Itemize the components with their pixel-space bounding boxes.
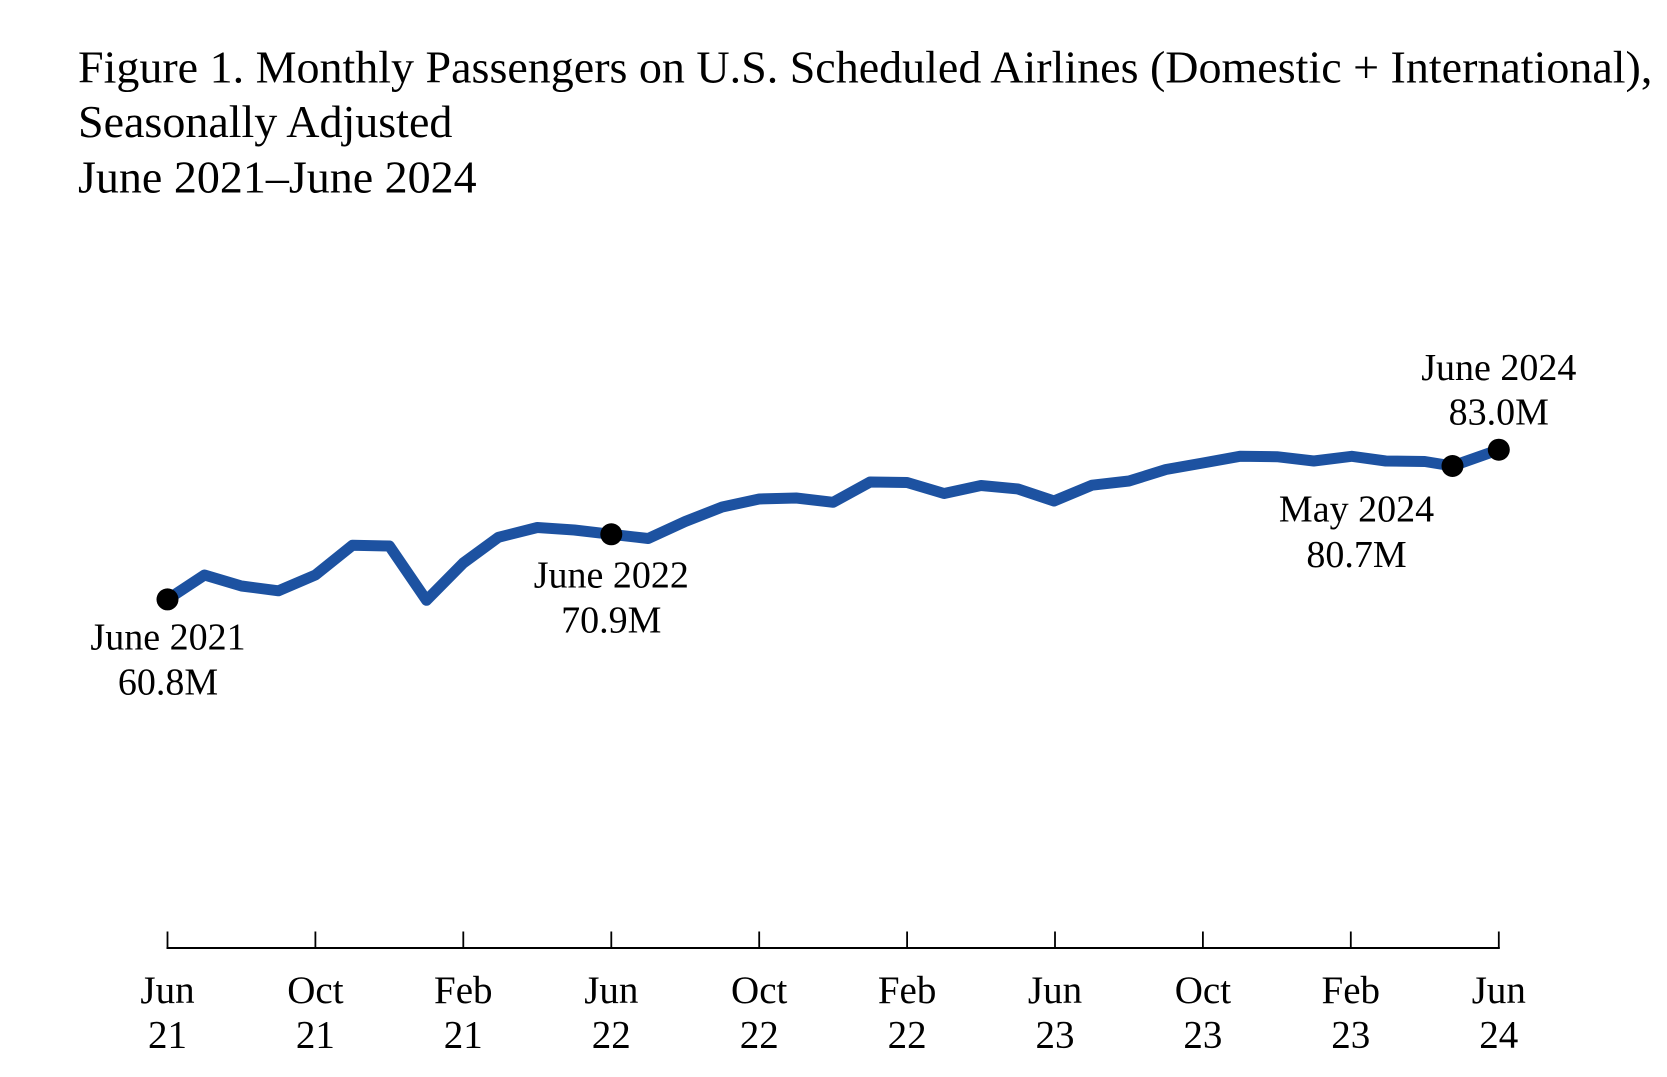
svg-text:23: 23 xyxy=(1183,1013,1222,1056)
svg-text:83.0M: 83.0M xyxy=(1449,391,1549,433)
svg-text:Oct: Oct xyxy=(731,969,787,1012)
svg-text:21: 21 xyxy=(444,1013,483,1056)
svg-text:22: 22 xyxy=(740,1013,779,1056)
svg-text:80.7M: 80.7M xyxy=(1306,534,1406,576)
svg-text:June 2022: June 2022 xyxy=(534,554,689,596)
svg-text:Feb: Feb xyxy=(1322,969,1381,1012)
svg-text:Oct: Oct xyxy=(287,969,343,1012)
svg-text:Jun: Jun xyxy=(584,969,638,1012)
svg-text:Oct: Oct xyxy=(1175,969,1231,1012)
svg-text:June 2024: June 2024 xyxy=(1421,347,1576,389)
svg-text:Jun: Jun xyxy=(1472,969,1526,1012)
svg-text:Jun: Jun xyxy=(140,969,194,1012)
svg-text:23: 23 xyxy=(1331,1013,1370,1056)
svg-text:23: 23 xyxy=(1036,1013,1075,1056)
svg-text:22: 22 xyxy=(592,1013,631,1056)
svg-text:Feb: Feb xyxy=(878,969,937,1012)
svg-text:22: 22 xyxy=(888,1013,927,1056)
svg-text:June 2021: June 2021 xyxy=(90,616,245,658)
svg-text:Seasonally Adjusted: Seasonally Adjusted xyxy=(78,96,452,147)
svg-text:May 2024: May 2024 xyxy=(1279,488,1434,530)
svg-text:Jun: Jun xyxy=(1028,969,1082,1012)
svg-text:21: 21 xyxy=(296,1013,335,1056)
svg-text:June 2021–June 2024: June 2021–June 2024 xyxy=(78,152,477,203)
svg-text:Figure 1. Monthly Passengers o: Figure 1. Monthly Passengers on U.S. Sch… xyxy=(78,42,1652,93)
svg-text:70.9M: 70.9M xyxy=(561,599,661,641)
svg-text:Feb: Feb xyxy=(434,969,493,1012)
svg-text:60.8M: 60.8M xyxy=(118,661,218,703)
svg-text:24: 24 xyxy=(1479,1013,1518,1056)
svg-text:21: 21 xyxy=(148,1013,187,1056)
